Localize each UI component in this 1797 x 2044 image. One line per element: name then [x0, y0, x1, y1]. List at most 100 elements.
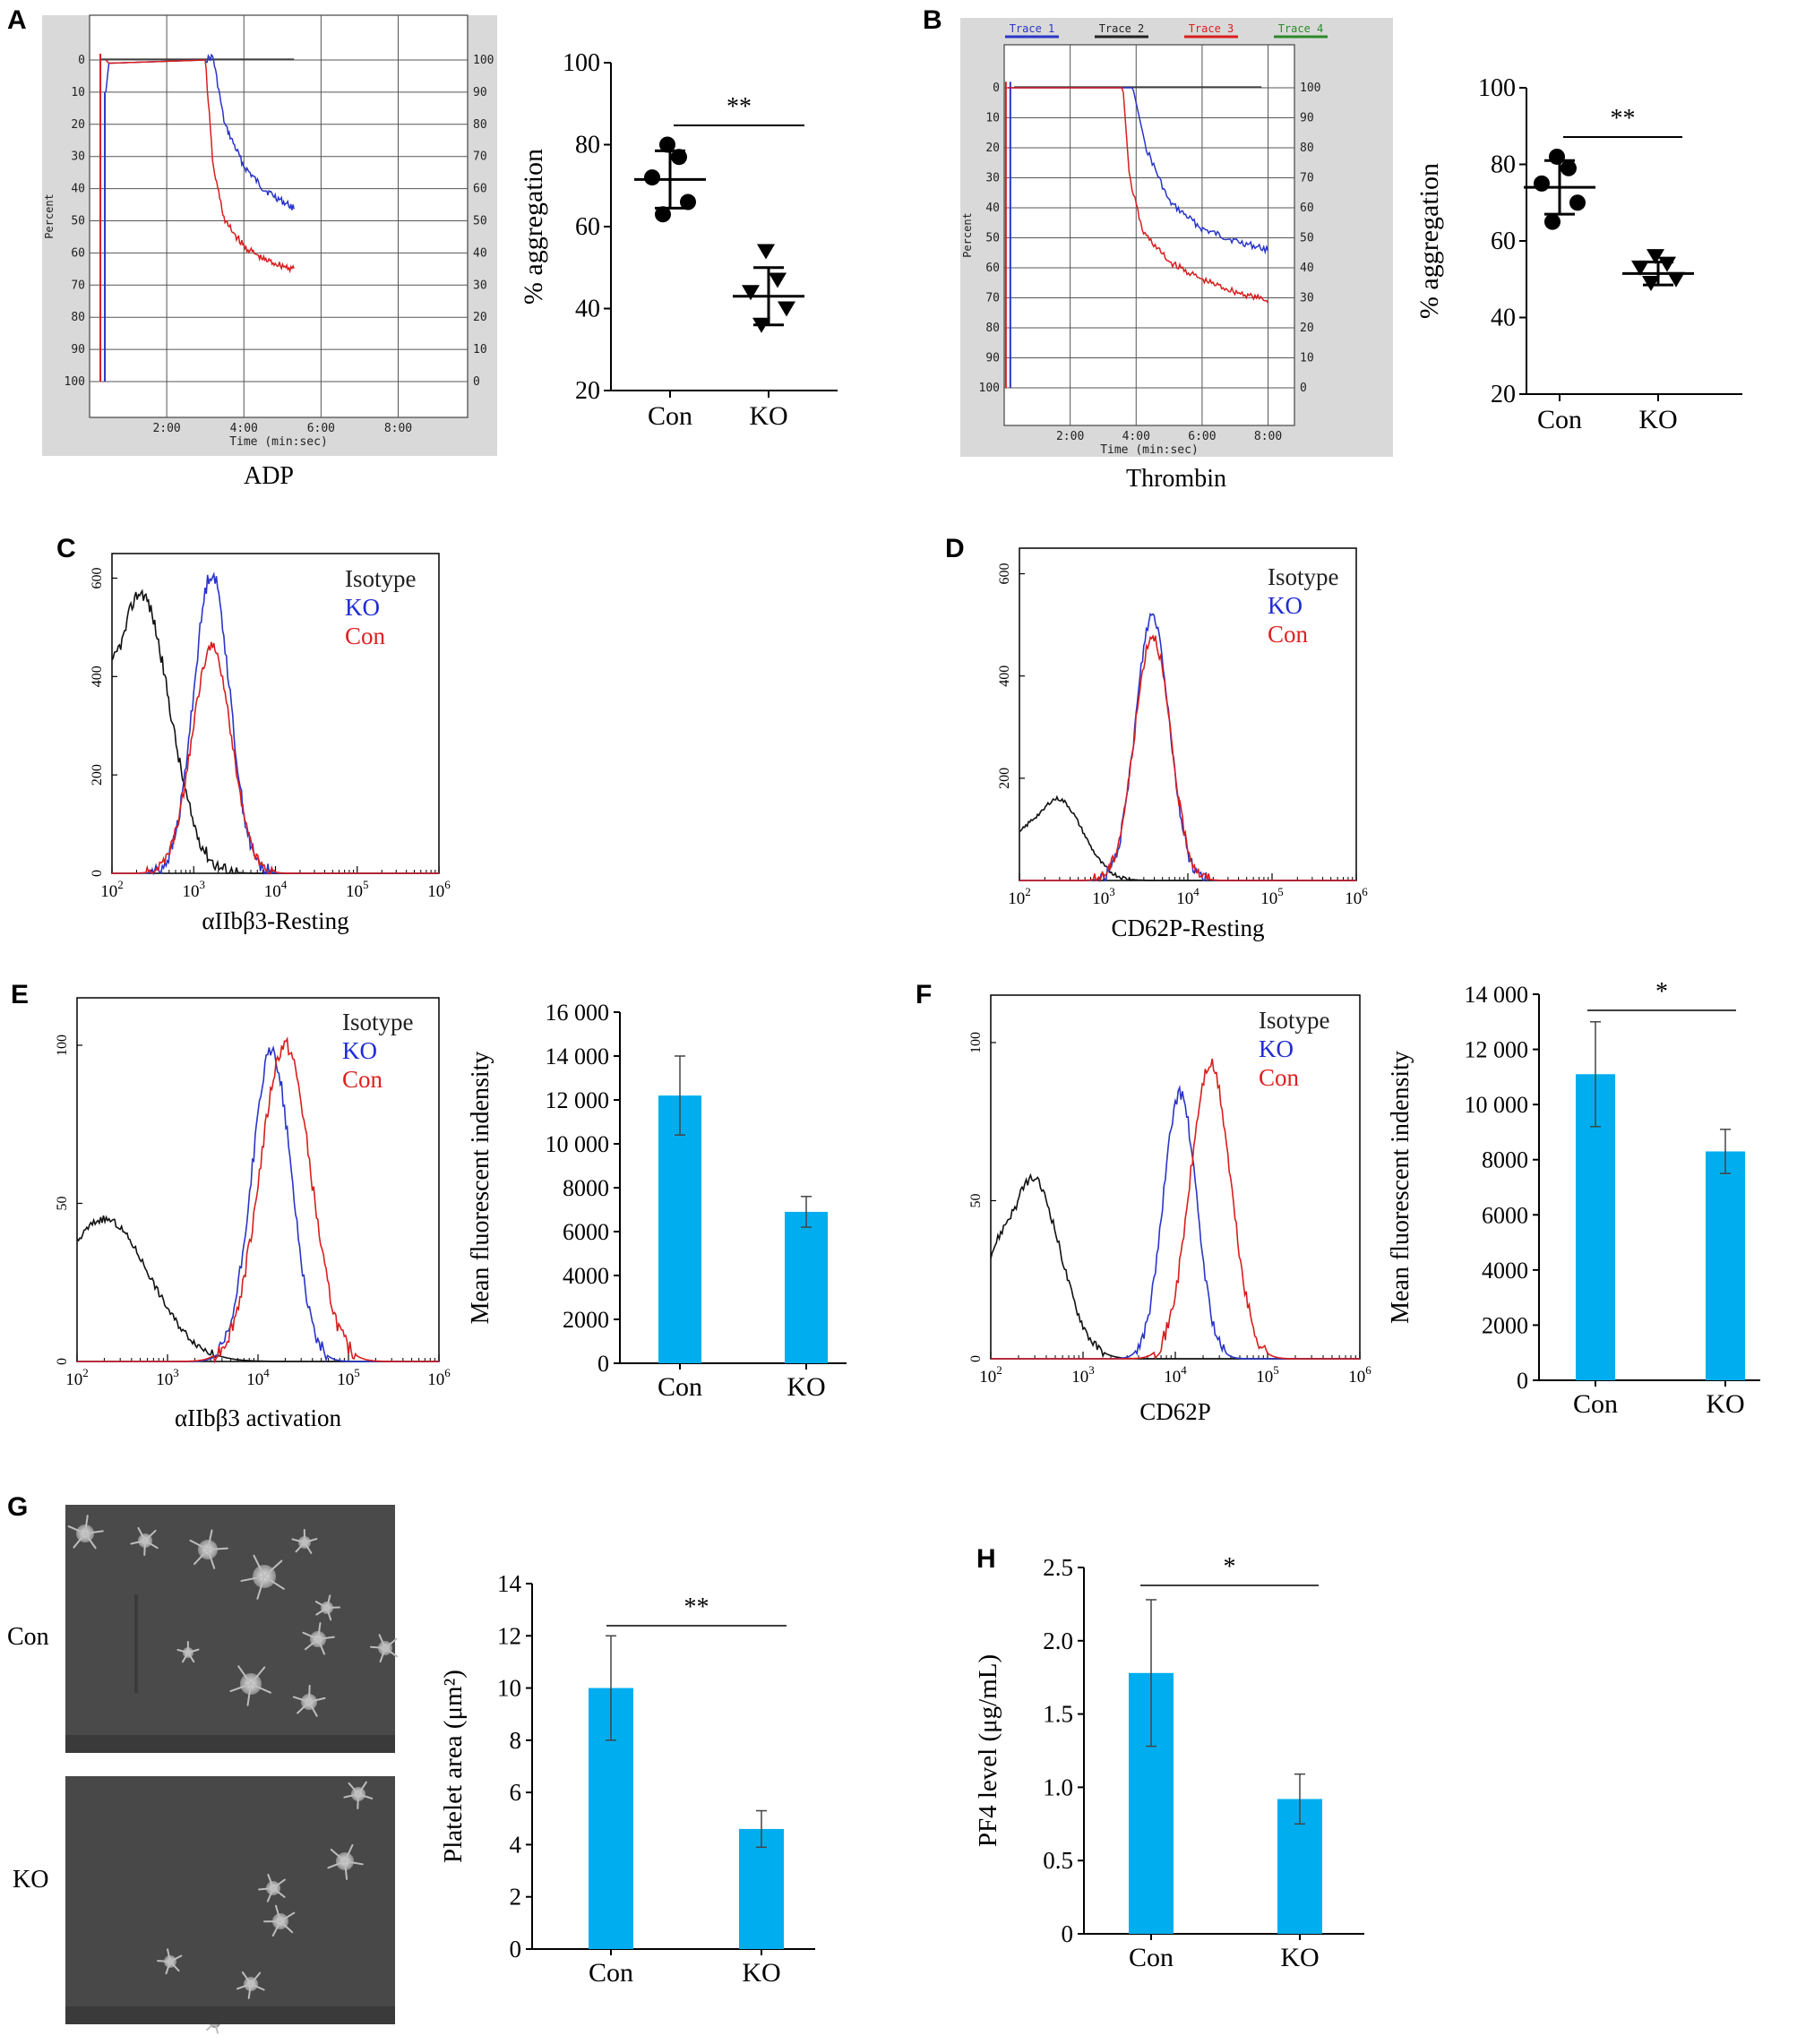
histogram-legend-con: Con: [1259, 1064, 1300, 1091]
sem-filopodium: [317, 1638, 326, 1655]
trace-legend-label: Trace 3: [1189, 22, 1234, 35]
scatter-y-tick-label: 40: [575, 296, 600, 323]
histogram-x-tick-label: 103: [183, 878, 206, 901]
histogram-legend-isotype: Isotype: [345, 565, 417, 592]
histogram-legend-ko: KO: [1259, 1035, 1294, 1062]
sem-filopodium: [302, 1631, 319, 1640]
sem-filopodium: [317, 1622, 322, 1640]
trace-y-left-tick: 40: [985, 202, 1000, 215]
trace-y-left-tick: 50: [71, 215, 85, 228]
trace-y-right-tick: 50: [473, 215, 487, 228]
histogram-x-label: αIIbβ3 activation: [175, 1404, 342, 1431]
histogram-x-tick-label: 104: [264, 878, 288, 901]
scatter-x-tick-label: KO: [1638, 405, 1677, 434]
trace-y-left-tick: 60: [985, 262, 1000, 275]
histogram-y-tick-label: 600: [90, 567, 105, 588]
histogram-x-tick-label: 105: [1260, 885, 1284, 908]
histogram-curve-isotype: [76, 1215, 439, 1362]
bar-y-tick-label: 6000: [563, 1219, 609, 1245]
histogram-legend-ko: KO: [1268, 592, 1303, 619]
sem-filopodium: [291, 1538, 305, 1543]
sem-filopodium: [187, 1652, 195, 1663]
panel-label-d: D: [945, 534, 965, 563]
scatter-y-tick-label: 60: [575, 213, 600, 241]
sem-filopodium: [143, 1540, 146, 1556]
trace-y-left-tick: 0: [993, 82, 1000, 95]
trace-y-left-tick: 50: [985, 232, 1000, 245]
scatter-y-tick-label: 80: [1491, 151, 1516, 179]
bar-y-tick-label: 8000: [1482, 1147, 1528, 1173]
trace-x-tick: 4:00: [230, 422, 258, 435]
sem-filopodium: [304, 1542, 313, 1554]
bar-y-tick-label: 6: [510, 1779, 522, 1806]
trace-y-left-tick: 100: [979, 382, 1000, 395]
scatter-point: [1647, 249, 1664, 265]
scatter-x-tick-label: KO: [749, 401, 787, 431]
bar-y-label: PF4 level (μg/mL): [974, 1654, 1002, 1847]
trace-y-left-tick: 90: [71, 343, 85, 356]
histogram-x-label: CD62P-Resting: [1111, 915, 1264, 941]
panel-label-f: F: [916, 980, 932, 1009]
histogram-frame: [111, 553, 440, 874]
sem-filopodium: [258, 1887, 274, 1891]
significance-marker: *: [1224, 1553, 1236, 1581]
histogram-legend-con: Con: [1268, 621, 1309, 648]
histogram-x-tick-label: 106: [427, 878, 451, 901]
sem-filopodium: [130, 1540, 146, 1545]
sem-filopodium: [279, 1920, 294, 1934]
panel-b-caption: Thrombin: [1126, 465, 1226, 493]
bar-x-tick-label: Con: [589, 1958, 633, 1988]
histogram-x-tick-label: 104: [1176, 885, 1199, 908]
sem-filopodium: [370, 1645, 386, 1649]
sem-filopodium: [304, 1538, 318, 1543]
trace-y-left-tick: 100: [64, 375, 85, 389]
significance-marker: **: [1611, 105, 1636, 133]
histogram-x-tick-label: 106: [427, 1366, 451, 1389]
scatter-point: [659, 136, 675, 153]
bar-y-tick-label: 12 000: [546, 1087, 610, 1113]
panel-d-histogram: 200 400 600 102 103 104 105 106 CD62P-Resting Iso…: [997, 547, 1368, 941]
histogram-frame: [1019, 547, 1357, 881]
histogram-x-tick-label: 102: [65, 1366, 89, 1389]
trace-y-left-tick: 40: [71, 183, 85, 196]
bar-y-tick-label: 10 000: [546, 1131, 610, 1157]
sem-filopodium: [357, 1793, 374, 1799]
sem-filopodium: [292, 1696, 310, 1703]
scatter-point: [1667, 271, 1685, 288]
bar-y-tick-label: 2: [510, 1884, 522, 1911]
histogram-x-tick-label: 105: [346, 878, 369, 901]
sem-filopodium: [256, 1576, 265, 1600]
histogram-x-tick-label: 105: [337, 1366, 360, 1389]
histogram-curve-con: [1019, 634, 1356, 882]
histogram-x-tick-label: 102: [100, 878, 124, 901]
sem-filopodium: [73, 1533, 86, 1549]
sem-filopodium: [344, 1843, 354, 1862]
bar-y-tick-label: 2.5: [1043, 1554, 1073, 1581]
significance-marker: *: [1655, 978, 1668, 1006]
sem-filopodium: [229, 1683, 252, 1693]
histogram-y-tick-label: 0: [55, 1358, 70, 1365]
trace-x-tick: 2:00: [1056, 430, 1084, 443]
trace-legend-label: Trace 1: [1010, 22, 1055, 35]
sem-filopodium: [84, 1515, 89, 1534]
sem-filopodium: [295, 1542, 305, 1553]
histogram-x-tick-label: 102: [1008, 885, 1031, 908]
scatter-point: [757, 244, 775, 260]
scatter-y-tick-label: 20: [575, 377, 600, 405]
scatter-y-label: % aggregation: [519, 149, 548, 305]
trace-y-label: Percent: [961, 212, 974, 258]
sem-filopodium: [144, 1529, 157, 1542]
bar-x-tick-label: KO: [1706, 1389, 1744, 1419]
sem-filopodium: [274, 1904, 281, 1922]
trace-plot-area: [1003, 44, 1295, 426]
histogram-curve-ko: [991, 1084, 1360, 1360]
histogram-x-tick-label: 105: [1256, 1363, 1279, 1387]
trace-y-right-tick: 100: [473, 54, 494, 67]
sem-filopodium: [241, 1971, 252, 1985]
histogram-y-tick-label: 50: [55, 1196, 70, 1210]
bar-y-tick-label: 14 000: [1465, 982, 1529, 1008]
sem-filopodium: [357, 1793, 359, 1809]
bar-y-tick-label: 14 000: [546, 1043, 610, 1069]
